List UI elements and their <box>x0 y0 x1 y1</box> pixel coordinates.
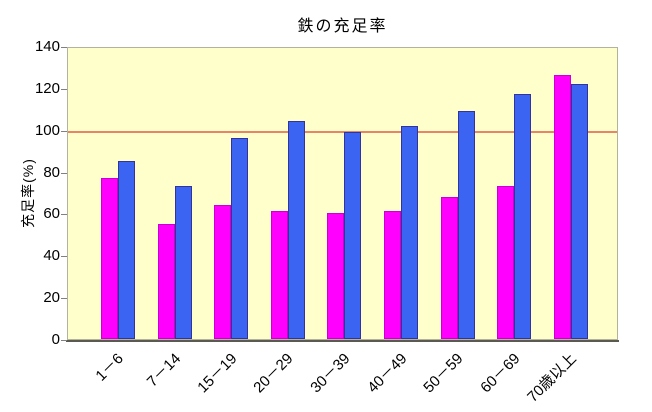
x-category-label: 60－69 <box>477 350 524 397</box>
bar-magenta-9 <box>553 75 571 339</box>
plot-area <box>67 47 618 340</box>
chart-title: 鉄の充足率 <box>297 18 388 35</box>
x-category-label: 40－49 <box>363 350 411 397</box>
bar-blue-3 <box>231 138 249 339</box>
x-category-label: 1－6 <box>92 350 128 385</box>
y-tick-mark <box>61 256 67 257</box>
bar-magenta-2 <box>157 224 175 339</box>
y-tick-mark <box>61 47 67 48</box>
bar-magenta-5 <box>327 213 345 339</box>
x-axis-line <box>66 340 619 342</box>
bar-magenta-3 <box>214 205 232 339</box>
y-tick-label: 60 <box>43 205 60 222</box>
x-category-label: 20－29 <box>250 350 297 397</box>
y-tick-label: 120 <box>34 80 60 97</box>
y-tick-label: 80 <box>43 164 60 181</box>
y-tick-mark <box>61 173 67 174</box>
y-tick-label: 140 <box>34 38 60 55</box>
y-tick-mark <box>61 214 67 215</box>
bar-blue-7 <box>457 111 475 339</box>
bar-blue-2 <box>174 186 192 339</box>
bar-magenta-8 <box>497 186 515 339</box>
bar-magenta-1 <box>101 178 118 339</box>
y-tick-label: 40 <box>43 247 60 264</box>
y-tick-mark <box>61 89 67 90</box>
y-tick-label: 0 <box>51 331 60 348</box>
bar-magenta-6 <box>384 211 401 339</box>
x-category-label: 50－59 <box>420 350 467 397</box>
bar-magenta-7 <box>440 197 458 339</box>
bar-blue-6 <box>401 126 418 339</box>
bar-blue-4 <box>287 121 305 339</box>
bar-blue-8 <box>514 94 532 339</box>
reference-line-100 <box>68 131 617 133</box>
x-category-label: 70歳以上 <box>524 350 580 406</box>
bar-blue-5 <box>344 132 362 339</box>
y-tick-label: 20 <box>43 289 60 306</box>
bar-blue-9 <box>570 84 588 339</box>
y-tick-label: 100 <box>34 122 60 139</box>
x-category-label: 15－19 <box>194 350 241 397</box>
x-category-label: 7－14 <box>143 350 184 391</box>
y-tick-mark <box>61 298 67 299</box>
x-category-label: 30－39 <box>307 350 354 397</box>
y-tick-mark <box>61 340 67 341</box>
bar-blue-1 <box>118 161 135 339</box>
bar-magenta-4 <box>270 211 288 339</box>
y-tick-mark <box>61 131 67 132</box>
